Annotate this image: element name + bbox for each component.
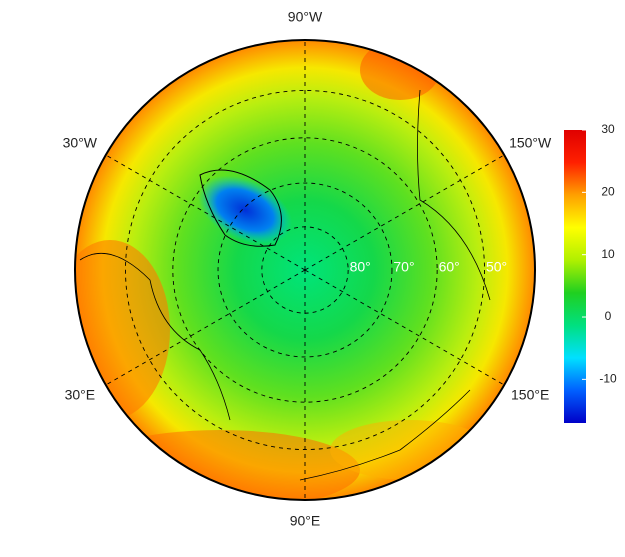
longitude-label: 30°E	[65, 387, 96, 403]
colorbar-tick-label: 30	[601, 122, 615, 136]
colorbar	[564, 130, 586, 423]
colorbar-tick-label: 20	[601, 185, 615, 199]
colorbar-tick-label: -10	[599, 372, 617, 386]
latitude-circle	[172, 137, 438, 403]
latitude-label: 70°	[393, 259, 414, 275]
latitude-circle	[217, 182, 393, 358]
graticule	[105, 40, 505, 500]
longitude-label: 90°W	[288, 9, 323, 25]
colorbar-tick-label: 10	[601, 247, 615, 261]
longitude-label: 150°W	[509, 135, 552, 151]
longitude-label: 30°W	[63, 135, 98, 151]
map-border	[74, 39, 536, 501]
latitude-label: 50°	[486, 259, 507, 275]
longitude-label: 90°E	[290, 513, 321, 529]
longitude-label: 150°E	[511, 387, 549, 403]
latitude-label: 80°	[350, 259, 371, 275]
meridian	[304, 269, 505, 386]
meridian	[105, 269, 306, 386]
meridian	[105, 154, 306, 271]
meridian	[304, 154, 505, 271]
latitude-label: 60°	[439, 259, 460, 275]
colorbar-tick-label: 0	[605, 309, 612, 323]
map-field	[75, 40, 535, 500]
